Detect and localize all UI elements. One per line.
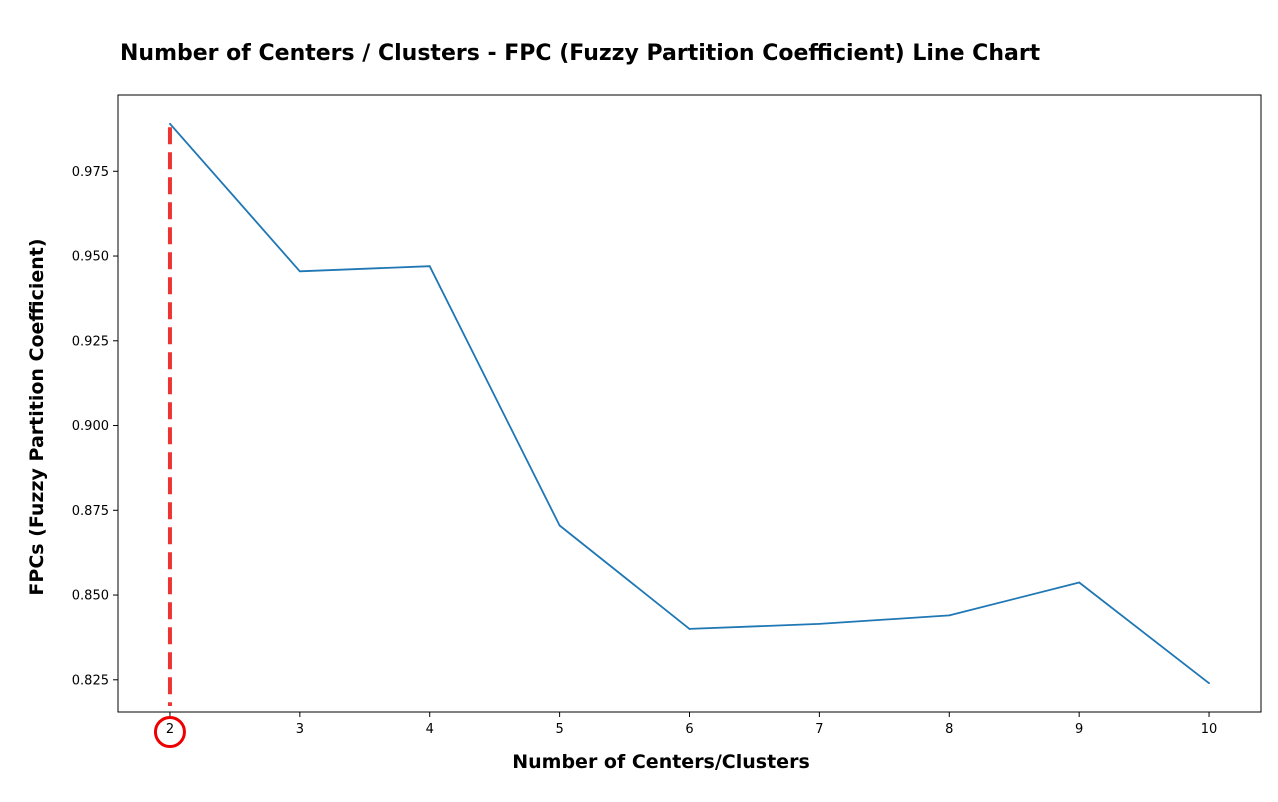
y-tick-label: 0.950 <box>72 250 109 265</box>
series-line <box>169 123 1210 684</box>
plot-area-frame <box>117 94 1262 713</box>
x-tick-label: 7 <box>815 722 823 737</box>
highlight-circle <box>153 716 186 748</box>
chart-title: Number of Centers / Clusters - FPC (Fuzz… <box>120 41 1041 66</box>
x-axis-label: Number of Centers/Clusters <box>512 751 810 773</box>
x-tick-label: 5 <box>555 722 563 737</box>
annotations <box>153 127 186 748</box>
data-point <box>688 628 691 630</box>
data-point <box>298 270 301 273</box>
y-tick-label: 0.850 <box>72 589 109 604</box>
data-point <box>169 122 171 125</box>
data-point <box>1208 682 1210 685</box>
x-tick-label: 2 <box>166 722 174 737</box>
y-axis: 0.825 0.850 0.875 0.900 0.925 0.950 0.975 <box>72 165 118 688</box>
data-point <box>428 265 431 268</box>
y-axis-label: FPCs (Fuzzy Partition Coefficient) <box>26 238 48 595</box>
x-tick-label: 4 <box>426 722 434 737</box>
x-tick-label: 10 <box>1201 722 1218 737</box>
x-axis: 2 3 4 5 6 7 8 9 10 <box>166 712 1218 737</box>
y-tick-label: 0.900 <box>72 419 109 434</box>
data-point <box>948 614 951 617</box>
x-tick-label: 8 <box>945 722 953 737</box>
y-tick-label: 0.925 <box>72 334 109 349</box>
x-tick-label: 3 <box>296 722 304 737</box>
data-point <box>558 524 561 527</box>
x-tick-label: 6 <box>685 722 693 737</box>
y-tick-label: 0.825 <box>72 673 109 688</box>
y-tick-label: 0.975 <box>72 165 109 180</box>
data-point <box>818 622 821 625</box>
data-point <box>1078 581 1081 584</box>
y-tick-label: 0.875 <box>72 504 109 519</box>
series-layer <box>169 122 1210 685</box>
x-tick-label: 9 <box>1075 722 1083 737</box>
